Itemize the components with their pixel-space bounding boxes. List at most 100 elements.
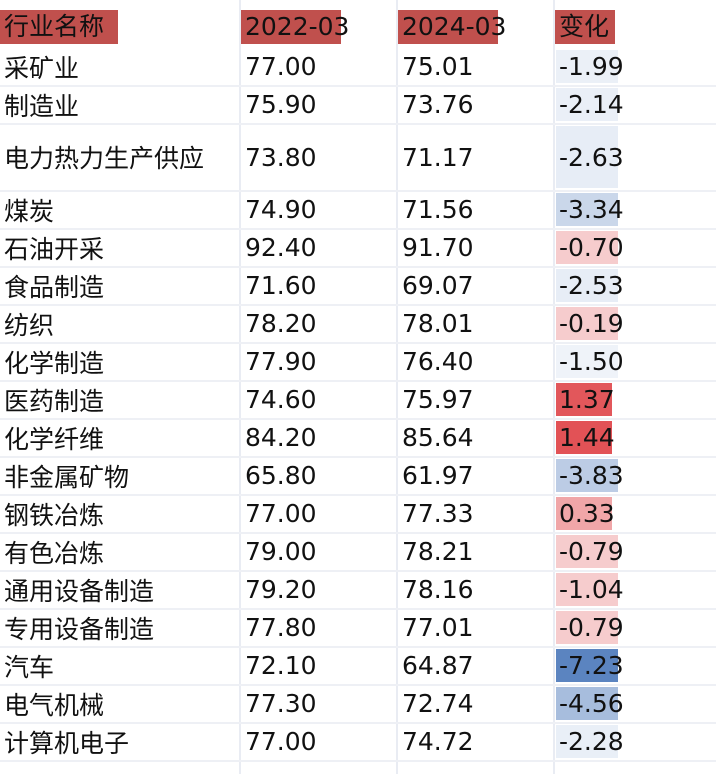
value-2022-text: 79.20 xyxy=(245,575,317,604)
change-bar xyxy=(556,421,612,454)
value-2024-text: 78.16 xyxy=(402,575,474,604)
row-divider xyxy=(0,608,716,610)
value-2024-cell: 69.07 xyxy=(398,267,554,304)
change-text: 1.37 xyxy=(559,385,615,414)
name-text: 电力热力生产供应 xyxy=(4,144,205,173)
value-2024-text: 85.64 xyxy=(402,423,474,452)
value-2024-cell: 85.64 xyxy=(398,419,554,456)
change-bar xyxy=(556,126,618,188)
name-text: 汽车 xyxy=(4,652,55,682)
header-cell-change: 变化 xyxy=(555,8,715,46)
row-divider xyxy=(0,646,716,648)
name-cell: 煤炭 xyxy=(0,191,240,228)
change-text: -2.53 xyxy=(559,271,624,300)
header-highlight xyxy=(398,10,498,44)
value-2024-cell: 72.74 xyxy=(398,685,554,722)
change-bar xyxy=(556,193,618,226)
value-2022-cell: 78.20 xyxy=(241,305,397,342)
change-bar xyxy=(556,269,618,302)
change-cell: 1.44 xyxy=(555,419,715,456)
value-2024-text: 74.72 xyxy=(402,727,474,756)
change-cell: -7.23 xyxy=(555,647,715,684)
row-divider xyxy=(0,722,716,724)
name-cell: 纺织 xyxy=(0,305,240,342)
row-divider xyxy=(0,570,716,572)
change-bar xyxy=(556,307,618,340)
table-row: 制造业 75.90 73.76 -2.14 xyxy=(0,86,716,123)
table-row: 煤炭 74.90 71.56 -3.34 xyxy=(0,191,716,228)
row-divider xyxy=(0,123,716,125)
name-text: 制造业 xyxy=(4,91,80,121)
value-2024-text: 91.70 xyxy=(402,233,474,262)
value-2022-text: 72.10 xyxy=(245,651,317,680)
value-2022-text: 77.90 xyxy=(245,347,317,376)
row-divider xyxy=(0,418,716,420)
value-2024-text: 73.76 xyxy=(402,90,474,119)
change-text: -1.04 xyxy=(559,575,624,604)
value-2024-text: 77.01 xyxy=(402,613,474,642)
value-2024-cell: 78.01 xyxy=(398,305,554,342)
name-cell: 计算机电子 xyxy=(0,723,240,760)
value-2022-text: 78.20 xyxy=(245,309,317,338)
row-divider xyxy=(0,85,716,87)
header-label: 2024-03 xyxy=(402,12,507,41)
value-2024-text: 72.74 xyxy=(402,689,474,718)
change-cell: -0.79 xyxy=(555,609,715,646)
table-header-row: 行业名称 2022-03 2024-03 变化 xyxy=(0,8,716,46)
row-divider xyxy=(0,190,716,192)
value-2022-cell: 77.00 xyxy=(241,723,397,760)
table-row: 专用设备制造 77.80 77.01 -0.79 xyxy=(0,609,716,646)
value-2024-text: 78.01 xyxy=(402,309,474,338)
value-2024-text: 76.40 xyxy=(402,347,474,376)
change-text: -2.14 xyxy=(559,90,624,119)
value-2024-cell: 73.76 xyxy=(398,86,554,123)
name-cell: 化学制造 xyxy=(0,343,240,380)
value-2024-cell: 78.21 xyxy=(398,533,554,570)
table-row: 采矿业 77.00 75.01 -1.99 xyxy=(0,48,716,85)
header-cell-name: 行业名称 xyxy=(0,8,240,46)
value-2022-cell: 77.90 xyxy=(241,343,397,380)
table-row: 有色冶炼 79.00 78.21 -0.79 xyxy=(0,533,716,570)
table-row: 食品制造 71.60 69.07 -2.53 xyxy=(0,267,716,304)
header-highlight xyxy=(241,10,341,44)
value-2024-text: 75.97 xyxy=(402,385,474,414)
change-cell: -2.14 xyxy=(555,86,715,123)
value-2022-cell: 72.10 xyxy=(241,647,397,684)
change-bar xyxy=(556,231,618,264)
table-row: 化学纤维 84.20 85.64 1.44 xyxy=(0,419,716,456)
change-bar xyxy=(556,497,612,530)
change-cell: 0.33 xyxy=(555,495,715,532)
value-2022-text: 77.00 xyxy=(245,52,317,81)
column-divider xyxy=(239,0,241,774)
table-row: 计算机电子 77.00 74.72 -2.28 xyxy=(0,723,716,760)
change-text: -0.79 xyxy=(559,537,624,566)
value-2024-text: 61.97 xyxy=(402,461,474,490)
value-2022-text: 77.00 xyxy=(245,499,317,528)
value-2024-text: 69.07 xyxy=(402,271,474,300)
change-cell: -4.56 xyxy=(555,685,715,722)
change-text: -4.56 xyxy=(559,689,624,718)
change-cell: -3.83 xyxy=(555,457,715,494)
value-2024-cell: 75.01 xyxy=(398,48,554,85)
name-text: 有色冶炼 xyxy=(4,538,105,568)
value-2022-text: 77.00 xyxy=(245,727,317,756)
table-row: 化学制造 77.90 76.40 -1.50 xyxy=(0,343,716,380)
name-text: 采矿业 xyxy=(4,53,80,83)
value-2024-cell: 71.56 xyxy=(398,191,554,228)
value-2024-cell: 77.33 xyxy=(398,495,554,532)
value-2022-text: 75.90 xyxy=(245,90,317,119)
value-2024-text: 75.01 xyxy=(402,52,474,81)
name-text: 计算机电子 xyxy=(4,728,130,758)
change-text: 0.33 xyxy=(559,499,615,528)
value-2022-cell: 65.80 xyxy=(241,457,397,494)
change-cell: -2.28 xyxy=(555,723,715,760)
value-2022-cell: 79.20 xyxy=(241,571,397,608)
name-cell: 汽车 xyxy=(0,647,240,684)
value-2024-cell: 78.16 xyxy=(398,571,554,608)
row-divider xyxy=(0,342,716,344)
name-text: 石油开采 xyxy=(4,234,105,264)
header-cell-2022: 2022-03 xyxy=(241,8,397,46)
table-row: 医药制造 74.60 75.97 1.37 xyxy=(0,381,716,418)
value-2022-text: 92.40 xyxy=(245,233,317,262)
row-divider xyxy=(0,684,716,686)
